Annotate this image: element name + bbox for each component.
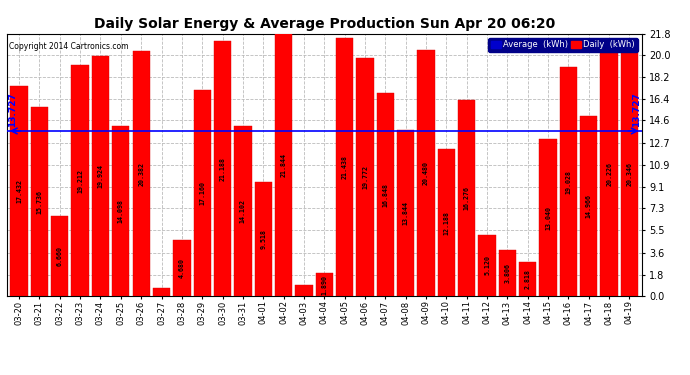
Text: 14.098: 14.098 [118, 200, 124, 223]
Text: 21.844: 21.844 [281, 153, 286, 177]
Text: 21.188: 21.188 [219, 157, 226, 181]
Text: 4.680: 4.680 [179, 258, 185, 278]
Text: 20.226: 20.226 [606, 162, 612, 186]
Text: 13.844: 13.844 [403, 201, 408, 225]
Text: 3.806: 3.806 [504, 263, 511, 284]
Text: 17.432: 17.432 [16, 179, 22, 203]
Bar [275, 33, 293, 296]
Bar [417, 50, 435, 296]
Text: 21.438: 21.438 [342, 155, 348, 179]
Bar [621, 51, 638, 296]
Bar [315, 273, 333, 296]
Bar [499, 251, 516, 296]
Bar [235, 126, 252, 296]
Bar [112, 126, 130, 296]
Bar [153, 288, 170, 296]
Bar [336, 38, 353, 296]
Bar [31, 107, 48, 296]
Text: 13.040: 13.040 [545, 206, 551, 230]
Bar [194, 90, 211, 296]
Bar [255, 182, 272, 296]
Bar [519, 262, 536, 296]
Text: 1.890: 1.890 [322, 275, 327, 295]
Text: 5.120: 5.120 [484, 255, 490, 275]
Text: 20.480: 20.480 [423, 161, 429, 185]
Bar [173, 240, 190, 296]
Text: 19.212: 19.212 [77, 169, 83, 193]
Legend: Average  (kWh), Daily  (kWh): Average (kWh), Daily (kWh) [489, 38, 638, 52]
Text: 16.848: 16.848 [382, 183, 388, 207]
Bar [600, 53, 618, 296]
Text: 13.727: 13.727 [8, 93, 17, 128]
Bar [356, 58, 374, 296]
Bar [397, 129, 414, 296]
Text: Copyright 2014 Cartronics.com: Copyright 2014 Cartronics.com [9, 42, 128, 51]
Bar [458, 100, 475, 296]
Text: 9.518: 9.518 [260, 229, 266, 249]
Bar [132, 51, 150, 296]
Bar [580, 116, 598, 296]
Text: 19.924: 19.924 [97, 164, 104, 188]
Text: 20.382: 20.382 [138, 162, 144, 186]
Bar [92, 56, 109, 296]
Text: 14.966: 14.966 [586, 194, 592, 218]
Bar [377, 93, 394, 296]
Bar [540, 139, 557, 296]
Text: 13.727: 13.727 [631, 93, 641, 128]
Bar [72, 65, 89, 296]
Text: 6.660: 6.660 [57, 246, 63, 266]
Bar [10, 86, 28, 296]
Bar [478, 235, 495, 296]
Bar [437, 150, 455, 296]
Text: 20.346: 20.346 [627, 162, 633, 186]
Text: 16.276: 16.276 [464, 186, 470, 210]
Bar [560, 67, 577, 296]
Bar [214, 41, 231, 296]
Text: 17.160: 17.160 [199, 181, 205, 205]
Text: 14.102: 14.102 [240, 200, 246, 223]
Text: 19.028: 19.028 [565, 170, 571, 194]
Title: Daily Solar Energy & Average Production Sun Apr 20 06:20: Daily Solar Energy & Average Production … [94, 17, 555, 31]
Text: 12.188: 12.188 [444, 211, 449, 235]
Text: 15.736: 15.736 [37, 189, 43, 213]
Text: 2.818: 2.818 [525, 269, 531, 289]
Bar [51, 216, 68, 296]
Bar [295, 285, 313, 296]
Text: 19.772: 19.772 [362, 165, 368, 189]
